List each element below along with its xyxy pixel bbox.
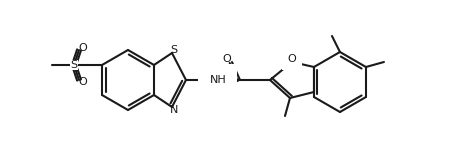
Text: NH: NH	[210, 75, 227, 85]
Text: S: S	[70, 60, 77, 70]
Text: O: O	[79, 77, 87, 87]
Text: S: S	[170, 45, 177, 55]
Text: N: N	[170, 105, 178, 115]
Text: O: O	[287, 54, 296, 64]
Text: O: O	[223, 54, 231, 64]
Text: O: O	[79, 43, 87, 53]
